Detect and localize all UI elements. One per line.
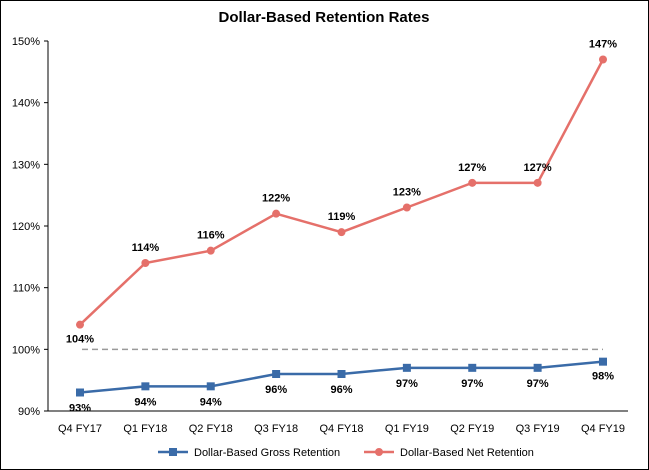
data-label-net-retention: 122% <box>262 193 290 205</box>
series-net-retention: 104% 114% 116% 122% 119% 123% 127% 127% 147% <box>66 39 617 346</box>
x-tick-label: Q4 FY17 <box>58 423 102 435</box>
x-tick-label: Q3 FY18 <box>254 423 298 435</box>
data-point-net-retention <box>272 209 281 218</box>
data-label-gross-retention: 97% <box>461 378 483 390</box>
data-label-net-retention: 123% <box>393 187 421 199</box>
data-point-net-retention <box>206 246 215 255</box>
data-point-gross-retention <box>402 363 411 372</box>
data-label-net-retention: 114% <box>132 242 160 254</box>
x-tick-label: Q1 FY18 <box>123 423 167 435</box>
x-tick-label: Q3 FY19 <box>516 423 560 435</box>
y-tick-label: 110% <box>13 283 41 295</box>
series-gross-retention: 93% 94% 94% 96% 96% 97% 97% 97% 98% <box>69 357 614 415</box>
data-label-net-retention: 147% <box>589 39 617 51</box>
y-tick-label: 130% <box>12 159 40 171</box>
data-label-net-retention: 127% <box>524 162 552 174</box>
legend: Dollar-Based Gross Retention Dollar-Based… <box>158 447 534 459</box>
data-label-gross-retention: 98% <box>592 371 614 383</box>
y-tick-label: 90% <box>18 406 40 418</box>
data-label-gross-retention: 96% <box>330 384 352 396</box>
series-line-net-retention <box>79 58 605 326</box>
legend-marker-net-retention <box>375 448 383 456</box>
data-point-net-retention <box>76 320 84 329</box>
data-point-net-retention <box>141 259 150 267</box>
y-tick-label: 150% <box>12 36 40 48</box>
x-tick-label: Q2 FY19 <box>450 423 494 435</box>
data-point-gross-retention <box>468 363 477 372</box>
data-label-gross-retention: 97% <box>396 378 418 390</box>
data-point-gross-retention <box>533 363 542 372</box>
data-label-gross-retention: 97% <box>527 378 549 390</box>
data-label-gross-retention: 94% <box>200 396 222 408</box>
legend-label-gross-retention: Dollar-Based Gross Retention <box>194 447 340 459</box>
data-point-net-retention <box>468 178 477 187</box>
y-tick-label: 100% <box>12 344 40 356</box>
data-point-net-retention <box>402 203 411 212</box>
x-tick-label: Q4 FY19 <box>581 423 625 435</box>
data-label-net-retention: 104% <box>66 334 94 346</box>
data-point-gross-retention <box>206 382 215 391</box>
chart-title: Dollar-Based Retention Rates <box>219 9 430 26</box>
data-point-gross-retention <box>337 370 346 378</box>
legend-item-net-retention: Dollar-Based Net Retention <box>364 447 534 459</box>
data-point-net-retention <box>533 178 542 187</box>
data-label-net-retention: 127% <box>458 162 486 174</box>
data-point-net-retention <box>337 228 346 237</box>
legend-item-gross-retention: Dollar-Based Gross Retention <box>158 447 340 459</box>
data-label-net-retention: 116% <box>197 230 225 242</box>
data-point-gross-retention <box>141 382 150 391</box>
data-label-gross-retention: 94% <box>134 396 156 408</box>
y-tick-label: 120% <box>12 221 40 233</box>
y-tick-label: 140% <box>12 98 40 110</box>
legend-label-net-retention: Dollar-Based Net Retention <box>400 447 534 459</box>
data-point-net-retention <box>599 55 607 64</box>
y-axis: 90% 100% 110% 120% 130% 140% 150% <box>12 36 49 418</box>
data-point-gross-retention <box>599 357 607 366</box>
x-tick-label: Q4 FY18 <box>319 423 363 435</box>
data-point-gross-retention <box>76 388 84 397</box>
x-tick-label: Q2 FY18 <box>189 423 233 435</box>
series-group: 93%94% 94%96% 96%97% 97% 97%98%104%114%116%1… <box>66 39 617 415</box>
data-label-gross-retention: 96% <box>265 384 287 396</box>
x-tick-label: Q1 FY19 <box>385 423 429 435</box>
legend-marker-gross-retention <box>169 448 177 456</box>
data-label-gross-retention: 93% <box>69 403 91 415</box>
x-axis: Q4 FY17 Q1 FY18 Q2 FY18 Q3 FY18 Q4 FY18 Q1 FY… <box>48 410 628 435</box>
data-point-gross-retention <box>272 370 281 378</box>
data-label-net-retention: 119% <box>328 211 356 223</box>
